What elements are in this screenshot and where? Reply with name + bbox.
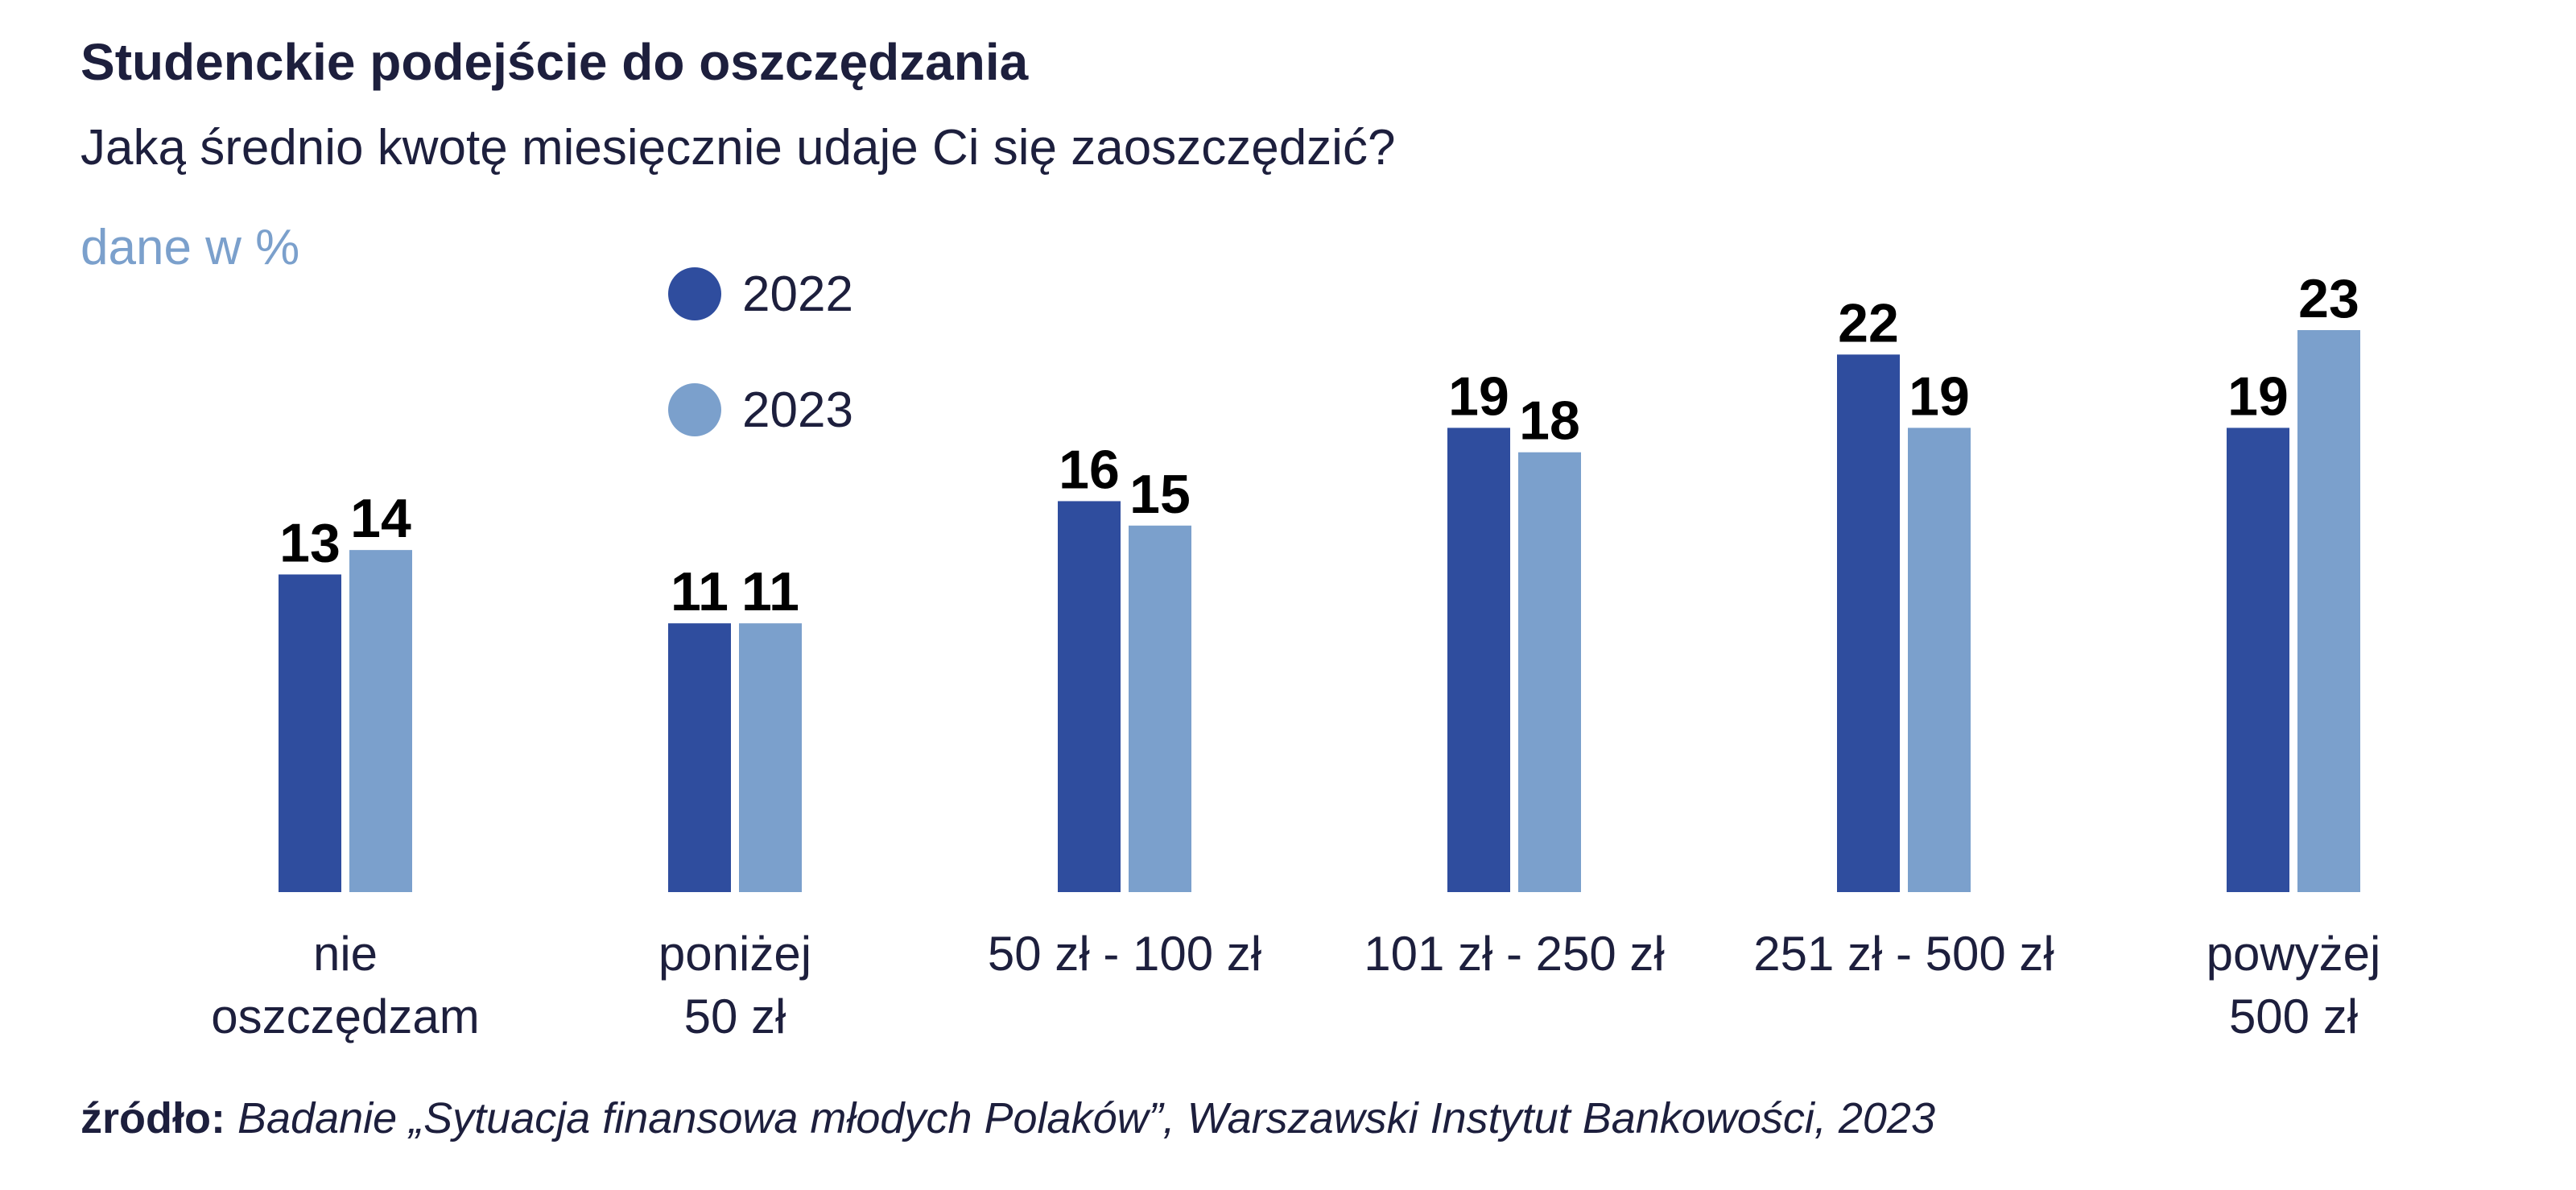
legend-label-2022: 2022	[742, 266, 853, 322]
data-label-2023-3: 18	[1519, 390, 1580, 452]
bar-2023-4	[1908, 428, 1971, 892]
bar-2022-2	[1058, 501, 1121, 892]
source-note: źródło: Badanie „Sytuacja finansowa młod…	[80, 1093, 1935, 1143]
category-label-4-line-0: 251 zł - 500 zł	[1753, 927, 2054, 981]
category-label-5-line-1: 500 zł	[2229, 990, 2358, 1043]
bar-2022-0	[279, 574, 341, 892]
category-label-3-line-0: 101 zł - 250 zł	[1364, 927, 1665, 981]
data-label-2023-5: 23	[2298, 268, 2359, 329]
unit-label: dane w %	[80, 220, 300, 275]
bar-2022-3	[1447, 428, 1510, 892]
bar-2023-1	[739, 623, 802, 892]
bar-2022-1	[668, 623, 731, 892]
category-label-1-line-1: 50 zł	[684, 990, 786, 1043]
chart-title: Studenckie podejście do oszczędzania	[80, 33, 1029, 91]
chart-subtitle: Jaką średnio kwotę miesięcznie udaje Ci …	[80, 120, 1396, 176]
bar-2023-0	[349, 550, 412, 892]
bar-2023-2	[1129, 525, 1191, 892]
category-label-0-line-0: nie	[313, 927, 378, 981]
category-label-5-line-0: powyżej	[2207, 927, 2381, 981]
category-label-1-line-0: poniżej	[658, 927, 811, 981]
legend: 2022 2023	[668, 266, 853, 498]
source-text: Badanie „Sytuacja finansowa młodych Pola…	[237, 1094, 1935, 1142]
data-label-2023-4: 19	[1909, 366, 1970, 427]
category-label-2-line-0: 50 zł - 100 zł	[988, 927, 1261, 981]
data-label-2022-2: 16	[1059, 439, 1120, 500]
data-label-2023-2: 15	[1129, 464, 1191, 525]
legend-item-2023: 2023	[668, 382, 853, 438]
category-label-0-line-1: oszczędzam	[211, 990, 479, 1043]
data-label-2022-1: 11	[671, 561, 729, 622]
bar-2022-4	[1837, 354, 1900, 892]
legend-item-2022: 2022	[668, 266, 853, 322]
data-label-2023-0: 14	[350, 488, 411, 549]
legend-label-2023: 2023	[742, 382, 853, 438]
bar-2023-5	[2297, 330, 2360, 892]
source-label: źródło:	[80, 1094, 225, 1142]
data-label-2022-5: 19	[2227, 366, 2289, 427]
data-label-2022-3: 19	[1448, 366, 1509, 427]
data-label-2023-1: 11	[741, 561, 799, 622]
data-label-2022-4: 22	[1838, 292, 1899, 353]
bar-2022-5	[2227, 428, 2289, 892]
legend-dot-2022-icon	[668, 267, 721, 320]
data-label-2022-0: 13	[279, 512, 341, 573]
bar-2023-3	[1518, 452, 1581, 892]
legend-dot-2023-icon	[668, 383, 721, 436]
